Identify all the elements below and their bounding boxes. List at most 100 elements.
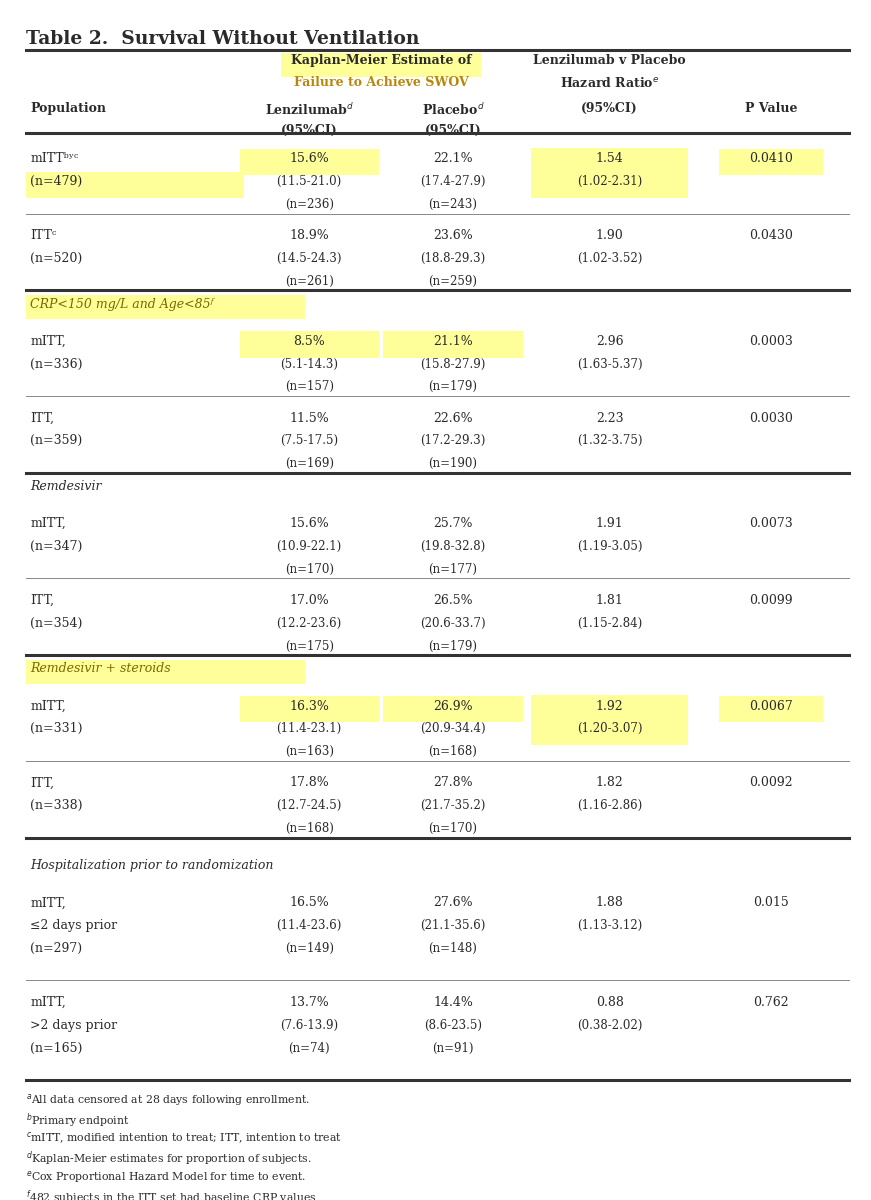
Text: 25.7%: 25.7% (433, 517, 473, 530)
Text: Population: Population (30, 102, 106, 115)
Text: Hospitalization prior to randomization: Hospitalization prior to randomization (30, 859, 273, 872)
Text: (n=74): (n=74) (288, 1042, 330, 1055)
Text: (1.16-2.86): (1.16-2.86) (577, 799, 642, 812)
Text: ITT,: ITT, (30, 594, 55, 607)
Bar (383, 331, 523, 358)
Text: ITT,: ITT, (30, 776, 55, 790)
Text: (7.6-13.9): (7.6-13.9) (280, 1019, 338, 1032)
Text: mITTᵇʸᶜ: mITTᵇʸᶜ (30, 152, 79, 166)
Text: (1.15-2.84): (1.15-2.84) (577, 617, 642, 630)
Text: 1.82: 1.82 (596, 776, 624, 790)
Text: (1.32-3.75): (1.32-3.75) (577, 434, 643, 448)
Text: (n=297): (n=297) (30, 942, 83, 955)
Text: (n=175): (n=175) (285, 640, 334, 653)
Text: (1.02-3.52): (1.02-3.52) (577, 252, 643, 265)
Text: 1.54: 1.54 (596, 152, 624, 166)
Text: (12.2-23.6): (12.2-23.6) (277, 617, 341, 630)
Text: (n=331): (n=331) (30, 722, 83, 736)
Text: 22.6%: 22.6% (433, 412, 473, 425)
Text: $^e$Cox Proportional Hazard Model for time to event.: $^e$Cox Proportional Hazard Model for ti… (26, 1169, 307, 1184)
Text: (20.9-34.4): (20.9-34.4) (420, 722, 486, 736)
Bar (26, 295, 305, 319)
Text: (n=168): (n=168) (285, 822, 334, 835)
Text: Remdesivir + steroids: Remdesivir + steroids (30, 662, 171, 676)
Text: (n=190): (n=190) (429, 457, 477, 470)
Text: (17.2-29.3): (17.2-29.3) (420, 434, 486, 448)
Text: (n=259): (n=259) (429, 275, 477, 288)
Text: ITTᶜ: ITTᶜ (30, 229, 57, 242)
Text: Hazard Ratio$^e$: Hazard Ratio$^e$ (560, 76, 659, 90)
Text: 0.0067: 0.0067 (749, 700, 793, 713)
Text: 0.0410: 0.0410 (749, 152, 793, 166)
Text: (n=338): (n=338) (30, 799, 83, 812)
Text: (95%CI): (95%CI) (424, 124, 482, 137)
Text: $^c$mITT, modified intention to treat; ITT, intention to treat: $^c$mITT, modified intention to treat; I… (26, 1130, 341, 1146)
Text: 0.0073: 0.0073 (749, 517, 793, 530)
Text: (n=336): (n=336) (30, 358, 83, 371)
Text: 1.91: 1.91 (596, 517, 624, 530)
Text: 18.9%: 18.9% (289, 229, 329, 242)
Text: 11.5%: 11.5% (289, 412, 329, 425)
Text: 1.90: 1.90 (596, 229, 624, 242)
Text: $^b$Primary endpoint: $^b$Primary endpoint (26, 1111, 130, 1130)
Text: (1.20-3.07): (1.20-3.07) (577, 722, 643, 736)
Text: 0.0092: 0.0092 (749, 776, 793, 790)
Bar (26, 172, 244, 198)
Text: 0.0430: 0.0430 (749, 229, 793, 242)
Text: (n=179): (n=179) (429, 640, 477, 653)
Text: (n=479): (n=479) (30, 175, 83, 188)
Text: 0.0003: 0.0003 (749, 335, 793, 348)
Text: $^a$All data censored at 28 days following enrollment.: $^a$All data censored at 28 days followi… (26, 1092, 310, 1108)
Text: (8.6-23.5): (8.6-23.5) (424, 1019, 482, 1032)
Text: mITT,: mITT, (30, 700, 66, 713)
Text: Placebo$^d$: Placebo$^d$ (422, 102, 484, 118)
Text: (n=157): (n=157) (285, 380, 334, 394)
Bar (240, 696, 379, 722)
Text: 0.015: 0.015 (753, 896, 789, 910)
Text: CRP<150 mg/L and Age<85ᶠ: CRP<150 mg/L and Age<85ᶠ (30, 298, 214, 311)
Bar (280, 53, 481, 77)
Text: (15.8-27.9): (15.8-27.9) (420, 358, 486, 371)
Text: 15.6%: 15.6% (289, 517, 329, 530)
Text: (11.5-21.0): (11.5-21.0) (277, 175, 341, 188)
Bar (240, 149, 379, 175)
Text: $^f$482 subjects in the ITT set had baseline CRP values: $^f$482 subjects in the ITT set had base… (26, 1188, 317, 1200)
Text: 17.0%: 17.0% (289, 594, 329, 607)
Text: 0.762: 0.762 (753, 996, 788, 1009)
Text: (18.8-29.3): (18.8-29.3) (421, 252, 485, 265)
Text: 16.3%: 16.3% (289, 700, 329, 713)
Text: 1.81: 1.81 (596, 594, 624, 607)
Text: (n=149): (n=149) (285, 942, 334, 955)
Text: (1.63-5.37): (1.63-5.37) (577, 358, 643, 371)
Text: (n=170): (n=170) (429, 822, 477, 835)
Text: (n=243): (n=243) (429, 198, 477, 211)
Text: (n=179): (n=179) (429, 380, 477, 394)
Text: (14.5-24.3): (14.5-24.3) (276, 252, 342, 265)
Text: 27.6%: 27.6% (433, 896, 473, 910)
Text: 21.1%: 21.1% (433, 335, 473, 348)
Text: (19.8-32.8): (19.8-32.8) (421, 540, 485, 553)
Text: (n=261): (n=261) (285, 275, 334, 288)
Text: 27.8%: 27.8% (433, 776, 473, 790)
Text: 1.92: 1.92 (596, 700, 624, 713)
Text: (n=359): (n=359) (30, 434, 83, 448)
Text: 23.6%: 23.6% (433, 229, 473, 242)
Text: ≤2 days prior: ≤2 days prior (30, 919, 118, 932)
Text: 17.8%: 17.8% (289, 776, 329, 790)
Text: mITT,: mITT, (30, 517, 66, 530)
Text: 1.88: 1.88 (596, 896, 624, 910)
Text: (n=177): (n=177) (429, 563, 477, 576)
Text: Remdesivir: Remdesivir (30, 480, 102, 493)
Text: mITT,: mITT, (30, 896, 66, 910)
Text: >2 days prior: >2 days prior (30, 1019, 118, 1032)
Text: (n=347): (n=347) (30, 540, 83, 553)
Text: mITT,: mITT, (30, 996, 66, 1009)
Text: Lenzilumab$^d$: Lenzilumab$^d$ (265, 102, 354, 118)
Text: 13.7%: 13.7% (289, 996, 329, 1009)
Text: (12.7-24.5): (12.7-24.5) (276, 799, 342, 812)
Bar (719, 696, 823, 722)
Text: (21.7-35.2): (21.7-35.2) (420, 799, 486, 812)
Text: (1.19-3.05): (1.19-3.05) (577, 540, 643, 553)
Bar (531, 148, 688, 198)
Text: ITT,: ITT, (30, 412, 55, 425)
